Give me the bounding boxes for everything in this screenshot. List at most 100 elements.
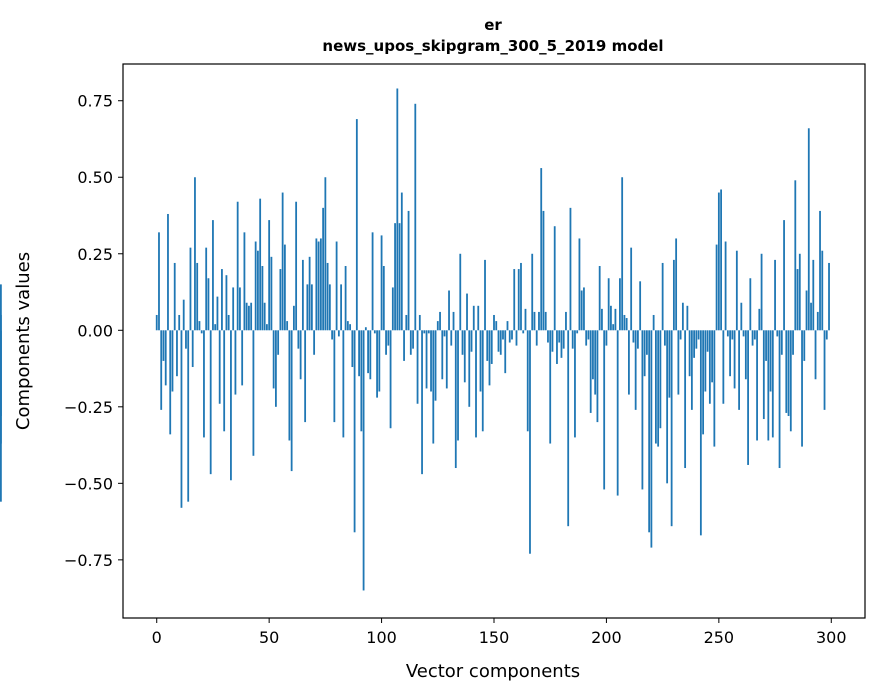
bar xyxy=(823,330,826,410)
bar xyxy=(409,330,412,355)
bar xyxy=(263,302,266,331)
bar xyxy=(679,330,682,340)
y-tick-label: 0.75 xyxy=(77,92,113,111)
bar xyxy=(171,330,174,392)
bar xyxy=(583,287,585,331)
bar xyxy=(614,308,617,331)
bar xyxy=(630,247,633,331)
bar xyxy=(340,284,342,331)
x-axis-ticks: 0 50 100 150 200 250 300 xyxy=(152,618,847,647)
bar xyxy=(308,256,311,331)
bar xyxy=(225,275,228,331)
bar xyxy=(675,238,678,331)
bar xyxy=(594,330,597,395)
bar xyxy=(569,207,572,331)
plot-frame xyxy=(122,63,866,619)
bar xyxy=(693,330,696,358)
bar xyxy=(601,308,603,331)
bar xyxy=(470,330,473,352)
bar xyxy=(713,330,716,447)
bar xyxy=(699,330,702,536)
bar xyxy=(592,330,594,380)
bar xyxy=(223,330,226,432)
bar xyxy=(416,330,419,404)
x-tick-label: 150 xyxy=(479,628,510,647)
bar xyxy=(439,311,441,331)
bar xyxy=(196,262,199,331)
y-tick-label: 0.00 xyxy=(77,321,113,340)
bar xyxy=(337,330,340,337)
bar xyxy=(637,330,639,349)
x-tick-label: 300 xyxy=(816,628,847,647)
bar xyxy=(589,330,592,413)
bar xyxy=(767,330,770,441)
bar xyxy=(517,269,520,331)
bar xyxy=(450,330,453,346)
bar xyxy=(493,314,495,331)
bar xyxy=(221,269,223,331)
bar xyxy=(711,330,713,383)
bar xyxy=(349,324,351,331)
y-tick-label: 0.25 xyxy=(77,245,113,264)
bar xyxy=(807,128,810,331)
bar xyxy=(488,330,491,386)
bar xyxy=(531,253,534,331)
bar xyxy=(427,330,430,334)
bar xyxy=(549,330,552,444)
bar xyxy=(625,318,628,331)
bar xyxy=(304,330,307,423)
bar xyxy=(551,330,554,352)
bar xyxy=(792,330,794,355)
y-tick-label: −0.75 xyxy=(64,551,113,570)
chart-title: er xyxy=(484,16,502,34)
bar xyxy=(668,330,671,398)
bar xyxy=(486,330,489,361)
bar xyxy=(432,330,435,444)
bar xyxy=(254,241,257,331)
bar xyxy=(436,321,439,331)
bar xyxy=(526,330,529,432)
bar xyxy=(169,330,172,435)
bar xyxy=(576,330,579,334)
bar xyxy=(771,330,774,438)
bar xyxy=(353,330,356,533)
bar xyxy=(776,330,779,337)
bar xyxy=(697,330,700,340)
bar xyxy=(801,330,803,447)
bar xyxy=(155,314,158,331)
bar xyxy=(328,284,331,331)
bar xyxy=(236,201,239,331)
bar xyxy=(0,284,2,331)
bar xyxy=(396,88,399,331)
bar xyxy=(266,324,268,331)
bar xyxy=(275,330,277,407)
x-tick-label: 100 xyxy=(366,628,397,647)
bar xyxy=(646,330,648,355)
bar xyxy=(702,330,705,435)
bar xyxy=(562,330,565,349)
chart-subtitle: news_upos_skipgram_300_5_2019 model xyxy=(322,37,663,55)
bar xyxy=(760,253,763,331)
bar xyxy=(758,308,761,331)
bar xyxy=(828,262,830,331)
bar xyxy=(290,330,293,472)
y-tick-label: −0.50 xyxy=(64,474,113,493)
bar xyxy=(248,305,250,331)
bar xyxy=(522,330,525,334)
bar xyxy=(533,311,536,331)
bar xyxy=(441,330,444,380)
bar xyxy=(742,330,745,337)
bar xyxy=(663,330,666,346)
bar xyxy=(794,180,797,331)
bar xyxy=(612,324,615,331)
bar xyxy=(544,311,547,331)
bar xyxy=(803,330,806,361)
bar xyxy=(466,293,468,331)
bar xyxy=(364,327,367,331)
bar xyxy=(216,296,219,331)
bar xyxy=(322,207,325,331)
bar xyxy=(317,241,320,331)
bar xyxy=(650,330,653,548)
bar xyxy=(391,287,394,331)
